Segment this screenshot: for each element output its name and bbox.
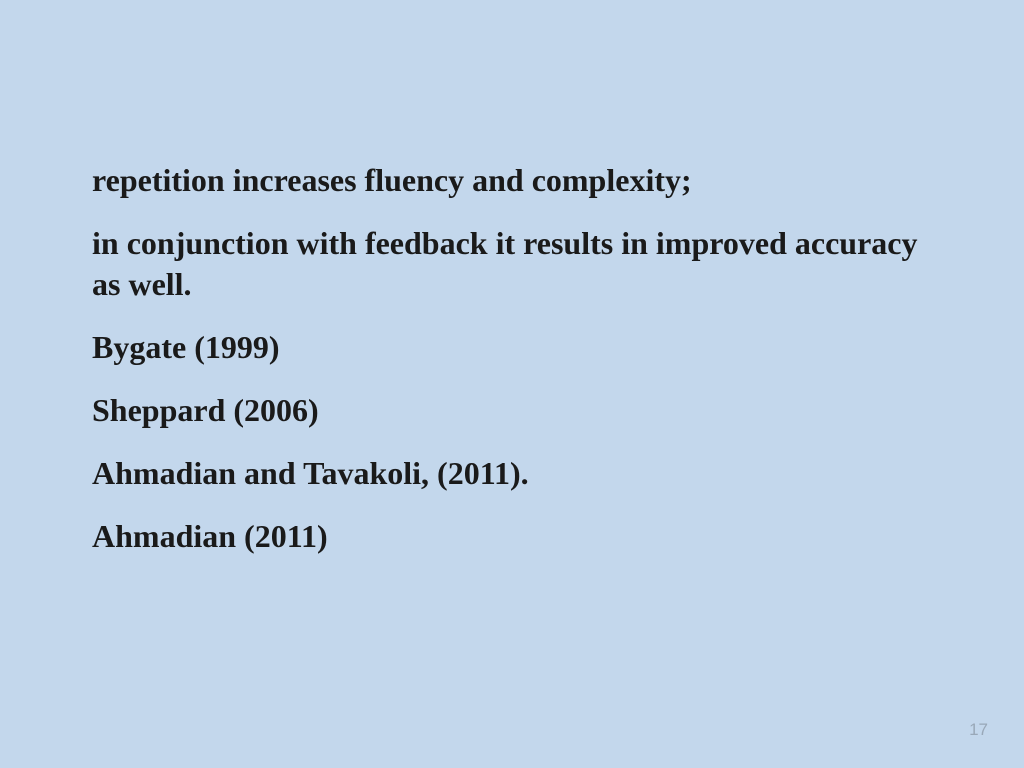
- slide-body: repetition increases fluency and complex…: [92, 160, 934, 579]
- slide: repetition increases fluency and complex…: [0, 0, 1024, 768]
- body-line-2: in conjunction with feedback it results …: [92, 223, 934, 305]
- body-line-6: Ahmadian (2011): [92, 516, 934, 557]
- page-number: 17: [969, 720, 988, 740]
- body-line-3: Bygate (1999): [92, 327, 934, 368]
- body-line-4: Sheppard (2006): [92, 390, 934, 431]
- body-line-5: Ahmadian and Tavakoli, (2011).: [92, 453, 934, 494]
- body-line-1: repetition increases fluency and complex…: [92, 160, 934, 201]
